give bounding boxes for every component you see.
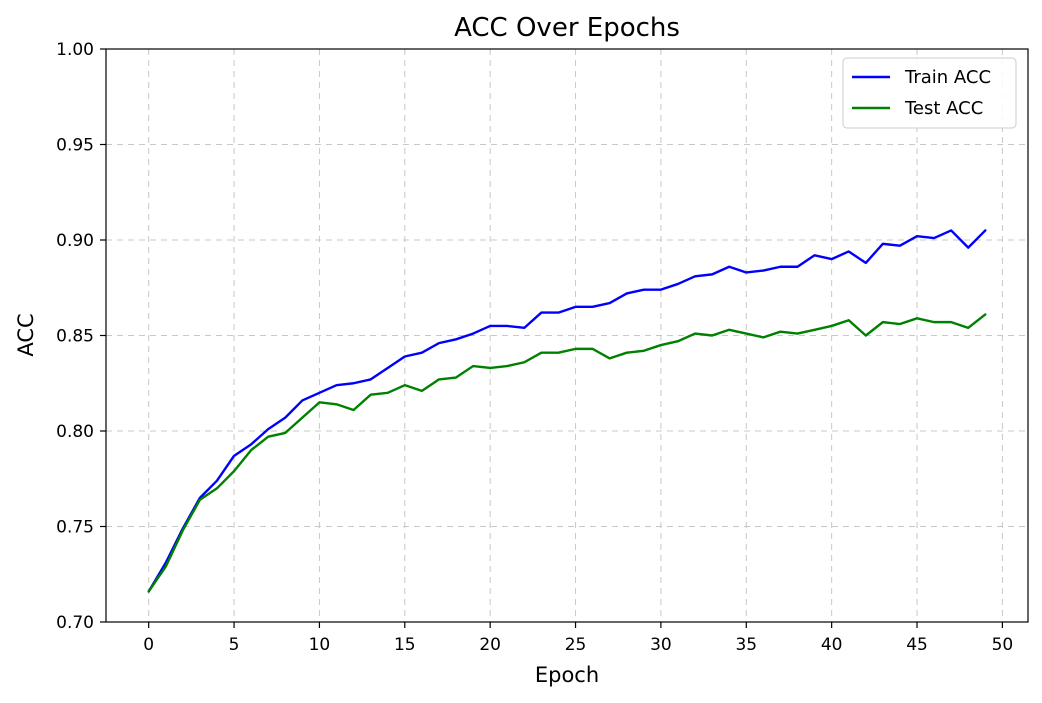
- y-tick-label: 0.80: [56, 422, 94, 442]
- x-axis: 0 5 10 15 20 25 30 35 40 45 50: [143, 622, 1013, 655]
- x-axis-label: Epoch: [535, 663, 599, 687]
- x-tick-label: 15: [394, 635, 416, 655]
- chart-title: ACC Over Epochs: [454, 13, 680, 43]
- x-tick-label: 50: [992, 635, 1014, 655]
- y-tick-label: 0.95: [56, 136, 94, 156]
- y-tick-label: 0.85: [56, 327, 94, 347]
- legend-label: Test ACC: [904, 98, 983, 119]
- series-line-test-acc: [147, 313, 987, 593]
- x-tick-label: 45: [906, 635, 928, 655]
- x-tick-label: 20: [479, 635, 501, 655]
- y-axis: 0.70 0.75 0.80 0.85 0.90 0.95 1.00: [56, 40, 106, 633]
- x-tick-label: 30: [650, 635, 672, 655]
- legend-label: Train ACC: [904, 67, 991, 88]
- x-tick-label: 25: [565, 635, 587, 655]
- legend-box: [842, 57, 1017, 129]
- legend: Train ACC Test ACC: [842, 57, 1017, 129]
- x-tick-label: 5: [229, 635, 240, 655]
- y-axis-label: ACC: [14, 313, 38, 356]
- y-tick-label: 0.75: [56, 518, 94, 538]
- x-tick-label: 0: [143, 635, 154, 655]
- x-tick-label: 40: [821, 635, 843, 655]
- y-tick-label: 1.00: [56, 40, 94, 60]
- x-tick-label: 35: [735, 635, 757, 655]
- x-tick-label: 10: [309, 635, 331, 655]
- grid-lines: [106, 48, 1028, 623]
- y-tick-label: 0.90: [56, 231, 94, 251]
- y-tick-label: 0.70: [56, 613, 94, 633]
- series-line-train-acc: [147, 229, 987, 593]
- series-lines: [147, 229, 987, 593]
